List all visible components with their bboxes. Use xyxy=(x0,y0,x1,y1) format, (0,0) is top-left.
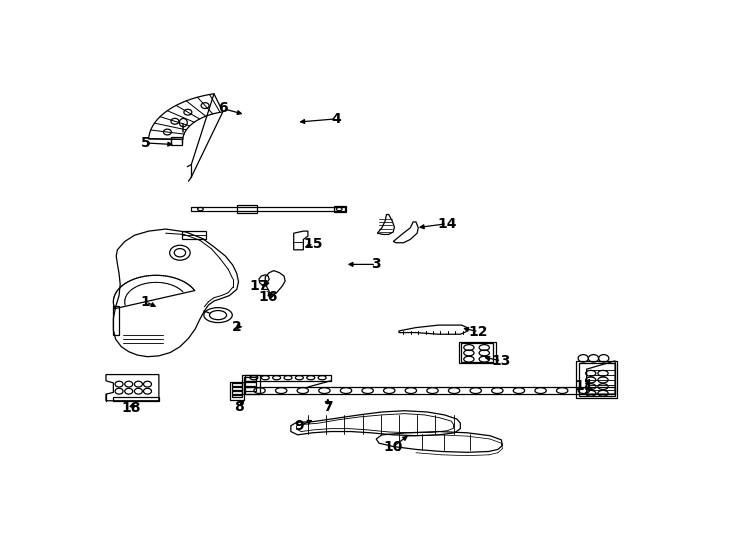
Bar xyxy=(232,391,242,394)
Bar xyxy=(576,361,617,399)
Text: 8: 8 xyxy=(233,400,244,414)
Bar xyxy=(232,395,242,397)
Bar xyxy=(237,205,257,213)
Text: 5: 5 xyxy=(141,136,150,150)
Text: 9: 9 xyxy=(294,418,304,433)
Text: 1: 1 xyxy=(141,295,150,309)
Bar xyxy=(461,343,493,362)
Bar xyxy=(244,388,255,391)
Text: 3: 3 xyxy=(371,258,381,272)
Bar xyxy=(333,206,346,212)
Text: 17: 17 xyxy=(250,279,269,293)
Bar xyxy=(232,383,242,386)
Bar xyxy=(579,363,614,396)
Text: 18: 18 xyxy=(122,401,142,415)
Bar xyxy=(232,387,242,390)
Text: 10: 10 xyxy=(384,440,403,454)
Text: 14: 14 xyxy=(437,217,457,231)
Text: 16: 16 xyxy=(258,290,277,304)
Bar xyxy=(230,382,244,400)
Text: 11: 11 xyxy=(574,379,594,393)
Bar xyxy=(459,342,495,363)
Bar xyxy=(172,137,181,145)
Text: 7: 7 xyxy=(323,400,333,414)
Text: 13: 13 xyxy=(492,354,511,368)
Text: 6: 6 xyxy=(218,102,228,116)
Text: 12: 12 xyxy=(469,325,488,339)
Bar xyxy=(244,382,255,386)
Text: 4: 4 xyxy=(332,112,341,126)
Text: 15: 15 xyxy=(304,237,324,251)
Text: 2: 2 xyxy=(232,320,241,334)
Bar xyxy=(244,377,255,381)
